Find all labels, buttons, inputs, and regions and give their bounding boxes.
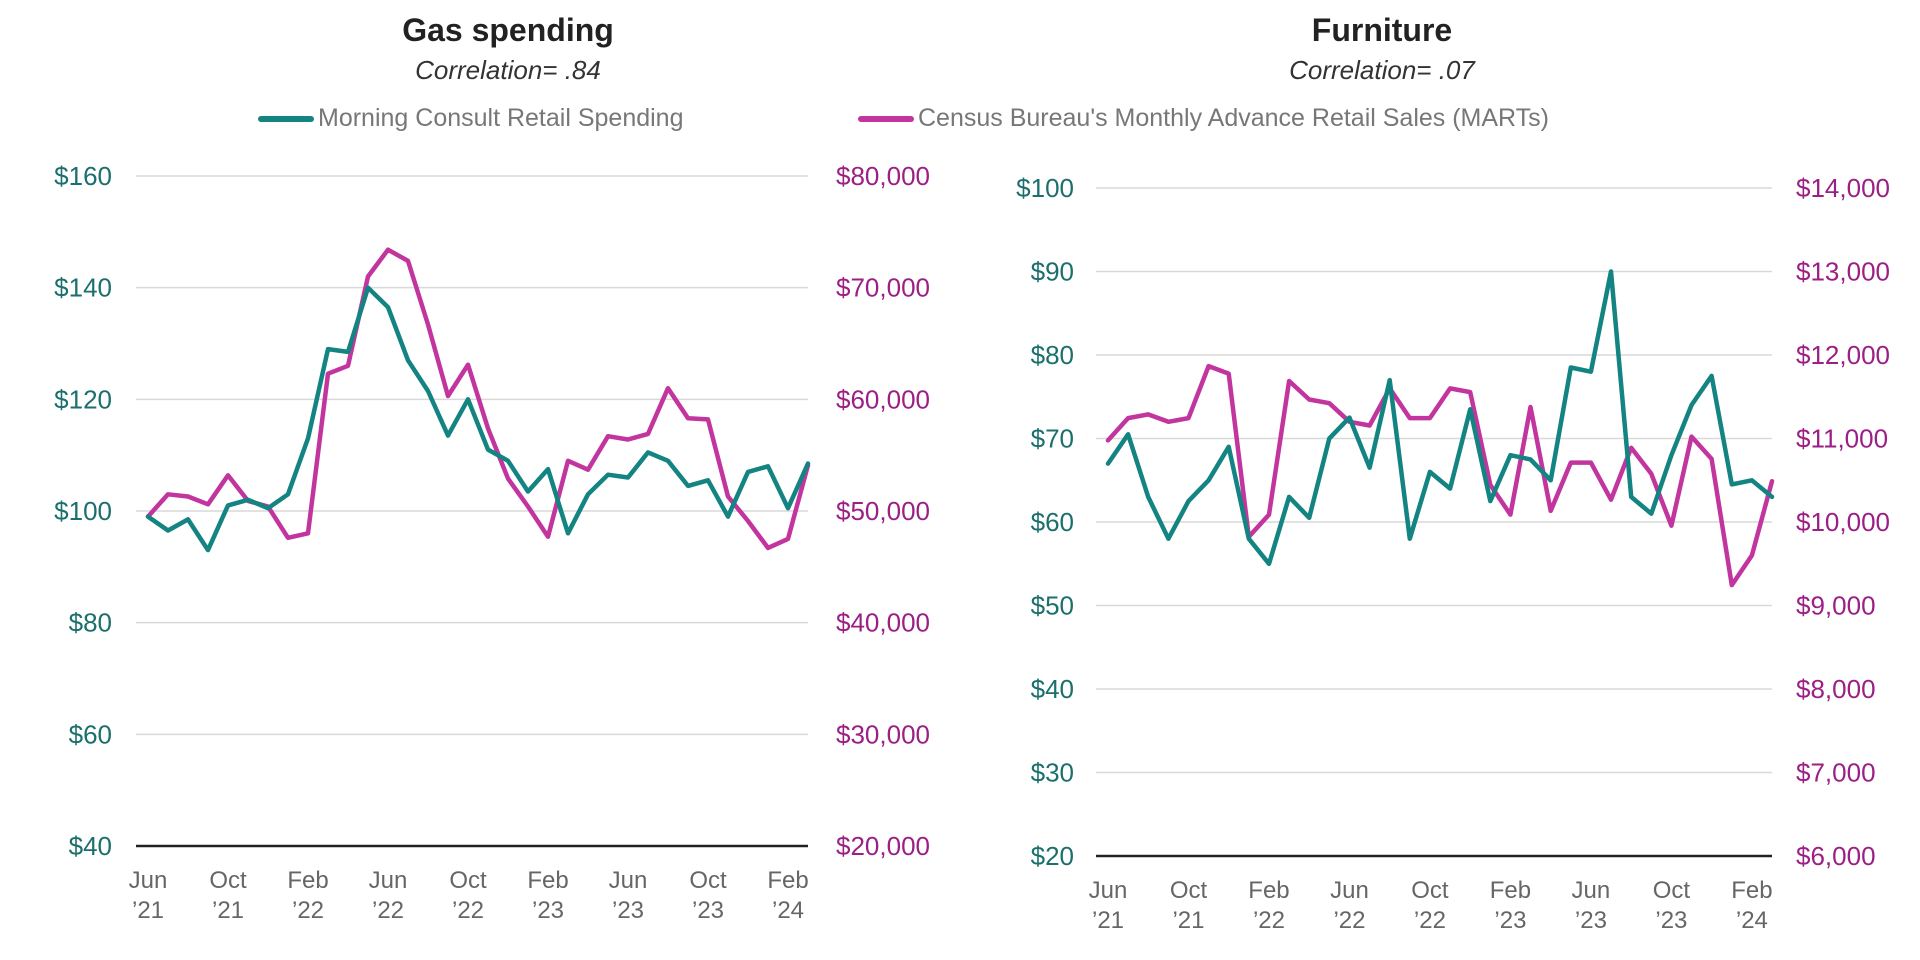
chart-gas: $40 $20,000 $60 $30,000 $80 $40,000 $100 $50,00… — [54, 161, 930, 924]
chart-subtitle-gas: Correlation= .84 — [415, 55, 601, 85]
y-left-tick-label: $60 — [69, 719, 112, 749]
x-tick-label: Oct — [1170, 877, 1208, 904]
x-tick-label: ’24 — [772, 897, 804, 924]
x-tick-label: Oct — [449, 867, 487, 894]
legend-swatch-magenta — [858, 115, 914, 122]
y-right-tick-label: $80,000 — [836, 161, 930, 191]
y-right-tick-label: $50,000 — [836, 496, 930, 526]
y-left-tick-label: $100 — [54, 496, 112, 526]
x-tick-label: ’22 — [372, 897, 404, 924]
y-right-tick-label: $30,000 — [836, 719, 930, 749]
x-tick-label: Feb — [287, 867, 328, 894]
x-tick-label: ’21 — [1172, 907, 1204, 934]
x-tick-label: Jun — [609, 867, 648, 894]
x-tick-label: ’21 — [132, 897, 164, 924]
x-tick-label: ’21 — [1092, 907, 1124, 934]
y-left-tick-label: $140 — [54, 273, 112, 303]
x-tick-label: ’21 — [212, 897, 244, 924]
y-left-tick-label: $30 — [1031, 758, 1074, 788]
x-tick-label: Feb — [1248, 877, 1289, 904]
y-right-tick-label: $9,000 — [1796, 591, 1876, 621]
y-left-tick-label: $120 — [54, 384, 112, 414]
x-tick-label: Jun — [1572, 877, 1611, 904]
y-right-tick-label: $20,000 — [836, 831, 930, 861]
y-left-tick-label: $60 — [1031, 507, 1074, 537]
y-left-tick-label: $40 — [69, 831, 112, 861]
y-left-tick-label: $70 — [1031, 424, 1074, 454]
y-left-tick-label: $100 — [1016, 173, 1074, 203]
x-tick-label: Oct — [209, 867, 247, 894]
x-tick-label: ’23 — [1575, 907, 1607, 934]
x-tick-label: Feb — [767, 867, 808, 894]
x-tick-label: Oct — [1411, 877, 1449, 904]
x-tick-label: Jun — [129, 867, 168, 894]
y-right-tick-label: $11,000 — [1796, 424, 1888, 454]
y-right-tick-label: $70,000 — [836, 273, 930, 303]
x-tick-label: ’24 — [1736, 907, 1768, 934]
x-tick-label: ’22 — [452, 897, 484, 924]
legend-item-census: Census Bureau's Monthly Advance Retail S… — [858, 104, 1549, 133]
legend: Morning Consult Retail Spending Census B… — [0, 104, 1920, 140]
x-tick-label: ’23 — [1494, 907, 1526, 934]
legend-label-morning-consult: Morning Consult Retail Spending — [318, 104, 684, 132]
x-tick-label: ’23 — [692, 897, 724, 924]
x-tick-label: Jun — [369, 867, 408, 894]
legend-swatch-teal — [258, 115, 314, 122]
series-line-morning-consult — [145, 285, 811, 553]
y-right-tick-label: $8,000 — [1796, 674, 1876, 704]
legend-label-census: Census Bureau's Monthly Advance Retail S… — [918, 104, 1549, 132]
chart-title-gas: Gas spending — [402, 12, 614, 48]
x-tick-label: ’23 — [612, 897, 644, 924]
x-tick-label: ’23 — [1655, 907, 1687, 934]
x-tick-label: ’23 — [532, 897, 564, 924]
y-right-tick-label: $10,000 — [1796, 507, 1890, 537]
x-tick-label: Jun — [1089, 877, 1128, 904]
y-right-tick-label: $12,000 — [1796, 340, 1890, 370]
x-tick-label: ’22 — [1333, 907, 1365, 934]
series-line-census — [1105, 363, 1775, 588]
series-line-morning-consult — [1105, 269, 1775, 567]
x-tick-label: Oct — [1653, 877, 1691, 904]
x-tick-label: Jun — [1330, 877, 1369, 904]
x-tick-label: Feb — [1490, 877, 1531, 904]
y-left-tick-label: $80 — [69, 608, 112, 638]
x-tick-label: Feb — [1731, 877, 1772, 904]
x-tick-label: ’22 — [1253, 907, 1285, 934]
y-right-tick-label: $7,000 — [1796, 758, 1876, 788]
y-right-tick-label: $13,000 — [1796, 257, 1890, 287]
y-right-tick-label: $40,000 — [836, 608, 930, 638]
y-right-tick-label: $6,000 — [1796, 841, 1876, 871]
chart-title-furniture: Furniture — [1311, 12, 1453, 48]
y-left-tick-label: $90 — [1031, 257, 1074, 287]
y-right-tick-label: $60,000 — [836, 384, 930, 414]
y-left-tick-label: $50 — [1031, 591, 1074, 621]
x-tick-label: Oct — [689, 867, 727, 894]
y-left-tick-label: $40 — [1031, 674, 1074, 704]
chart-subtitle-furniture: Correlation= .07 — [1289, 55, 1475, 85]
y-left-tick-label: $80 — [1031, 340, 1074, 370]
y-right-tick-label: $14,000 — [1796, 173, 1890, 203]
y-left-tick-label: $160 — [54, 161, 112, 191]
x-tick-label: Feb — [527, 867, 568, 894]
x-tick-label: ’22 — [292, 897, 324, 924]
chart-furniture: $20 $6,000 $30 $7,000 $40 $8,000 $50 $9,000 $60 $… — [1016, 173, 1890, 934]
y-left-tick-label: $20 — [1031, 841, 1074, 871]
legend-item-morning-consult: Morning Consult Retail Spending — [258, 104, 684, 133]
x-tick-label: ’22 — [1414, 907, 1446, 934]
